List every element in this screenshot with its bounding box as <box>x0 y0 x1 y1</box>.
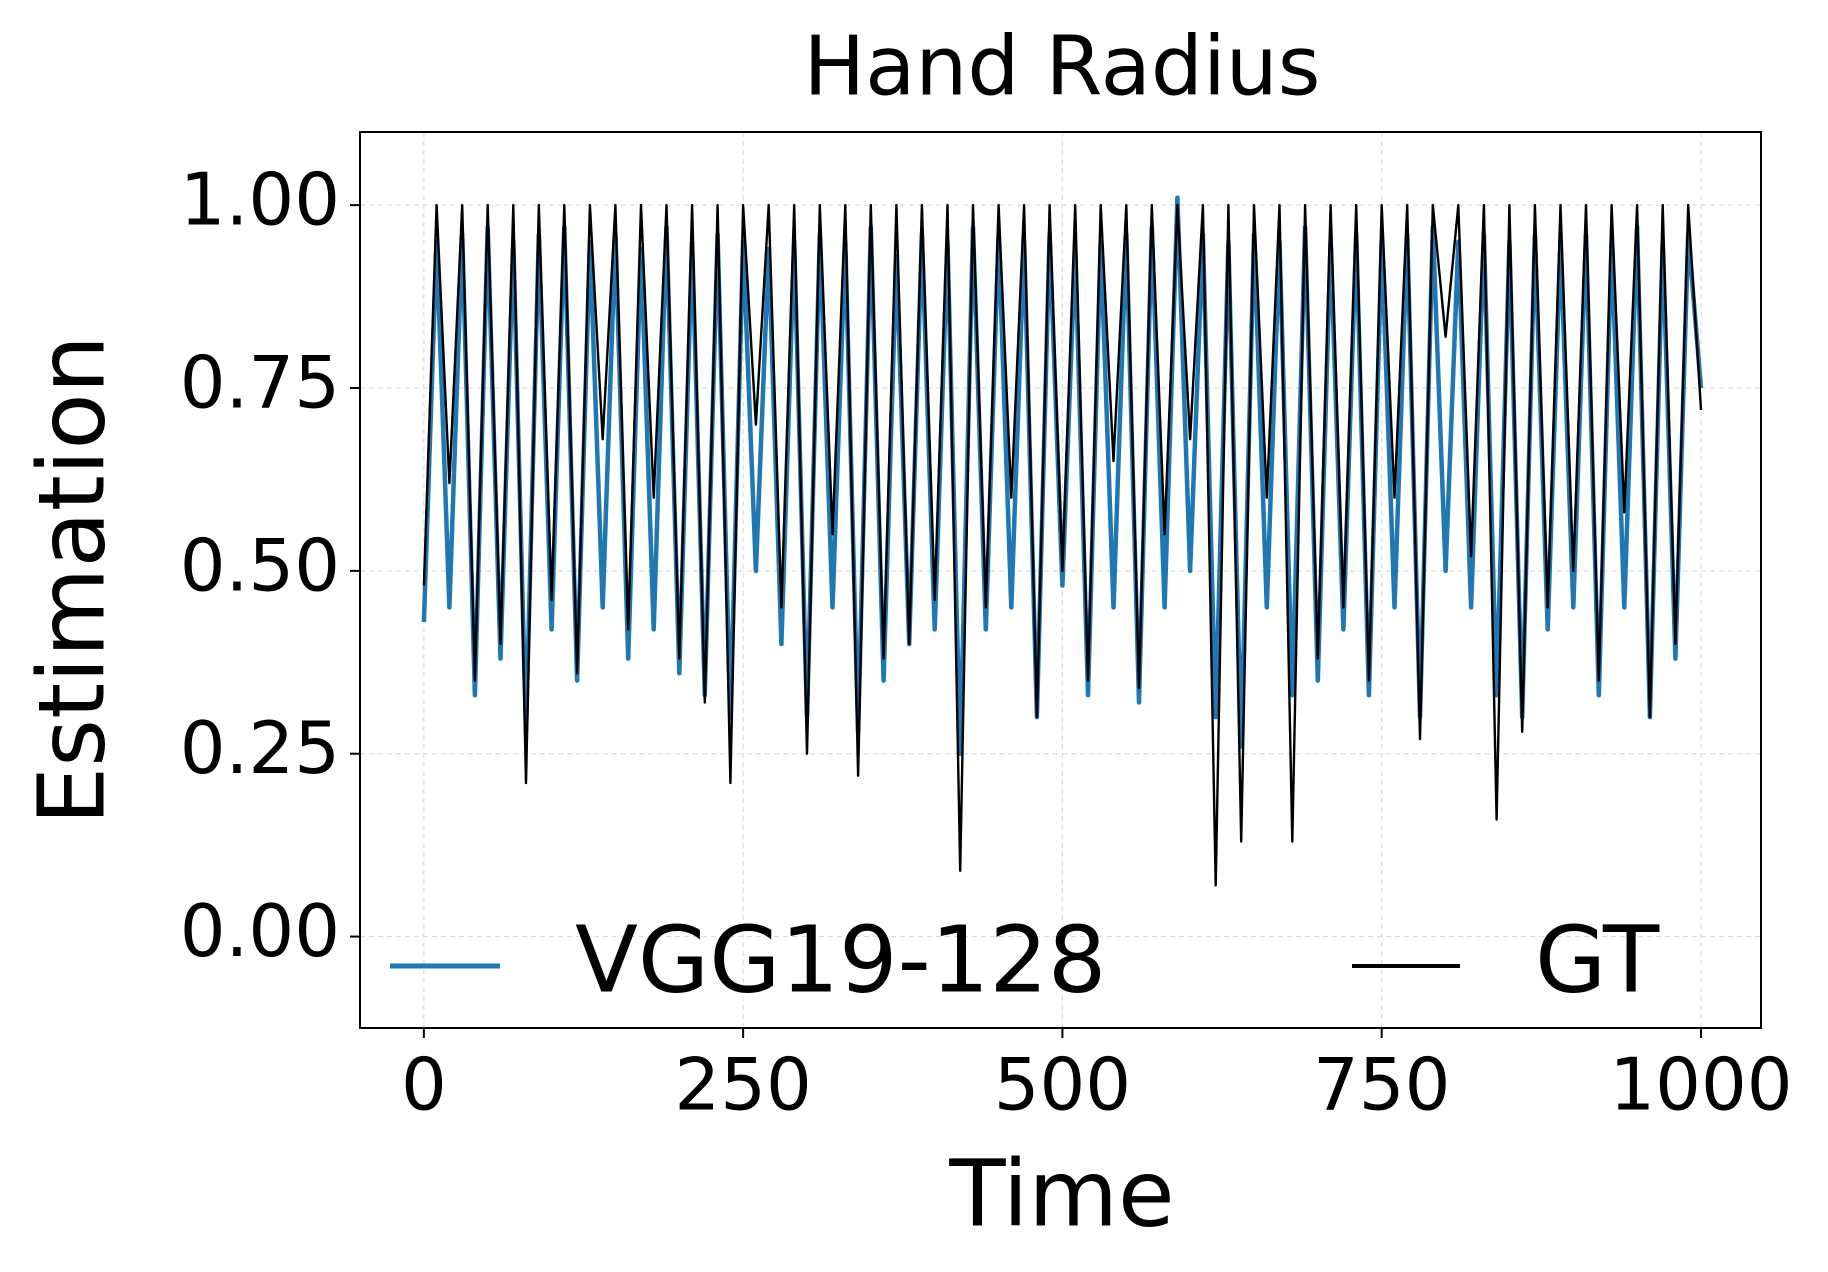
x-tick-label: 750 <box>1313 1043 1450 1127</box>
y-tick-label: 1.00 <box>180 158 340 242</box>
y-tick-label: 0.50 <box>180 523 340 607</box>
chart-title: Hand Radius <box>804 19 1321 114</box>
x-tick-label: 0 <box>401 1043 447 1127</box>
y-axis-label: Estimation <box>18 335 125 825</box>
y-tick-label: 0.00 <box>180 889 340 973</box>
x-axis-label: Time <box>948 1140 1174 1247</box>
x-tick-label: 250 <box>674 1043 811 1127</box>
legend-label: VGG19-128 <box>575 906 1106 1013</box>
y-tick-label: 0.25 <box>180 706 340 790</box>
x-tick-label: 500 <box>994 1043 1131 1127</box>
legend-label: GT <box>1535 906 1660 1013</box>
y-tick-label: 0.75 <box>180 341 340 425</box>
x-tick-label: 1000 <box>1609 1043 1792 1127</box>
plot-frame <box>359 131 1762 1029</box>
data-line <box>422 203 1703 887</box>
